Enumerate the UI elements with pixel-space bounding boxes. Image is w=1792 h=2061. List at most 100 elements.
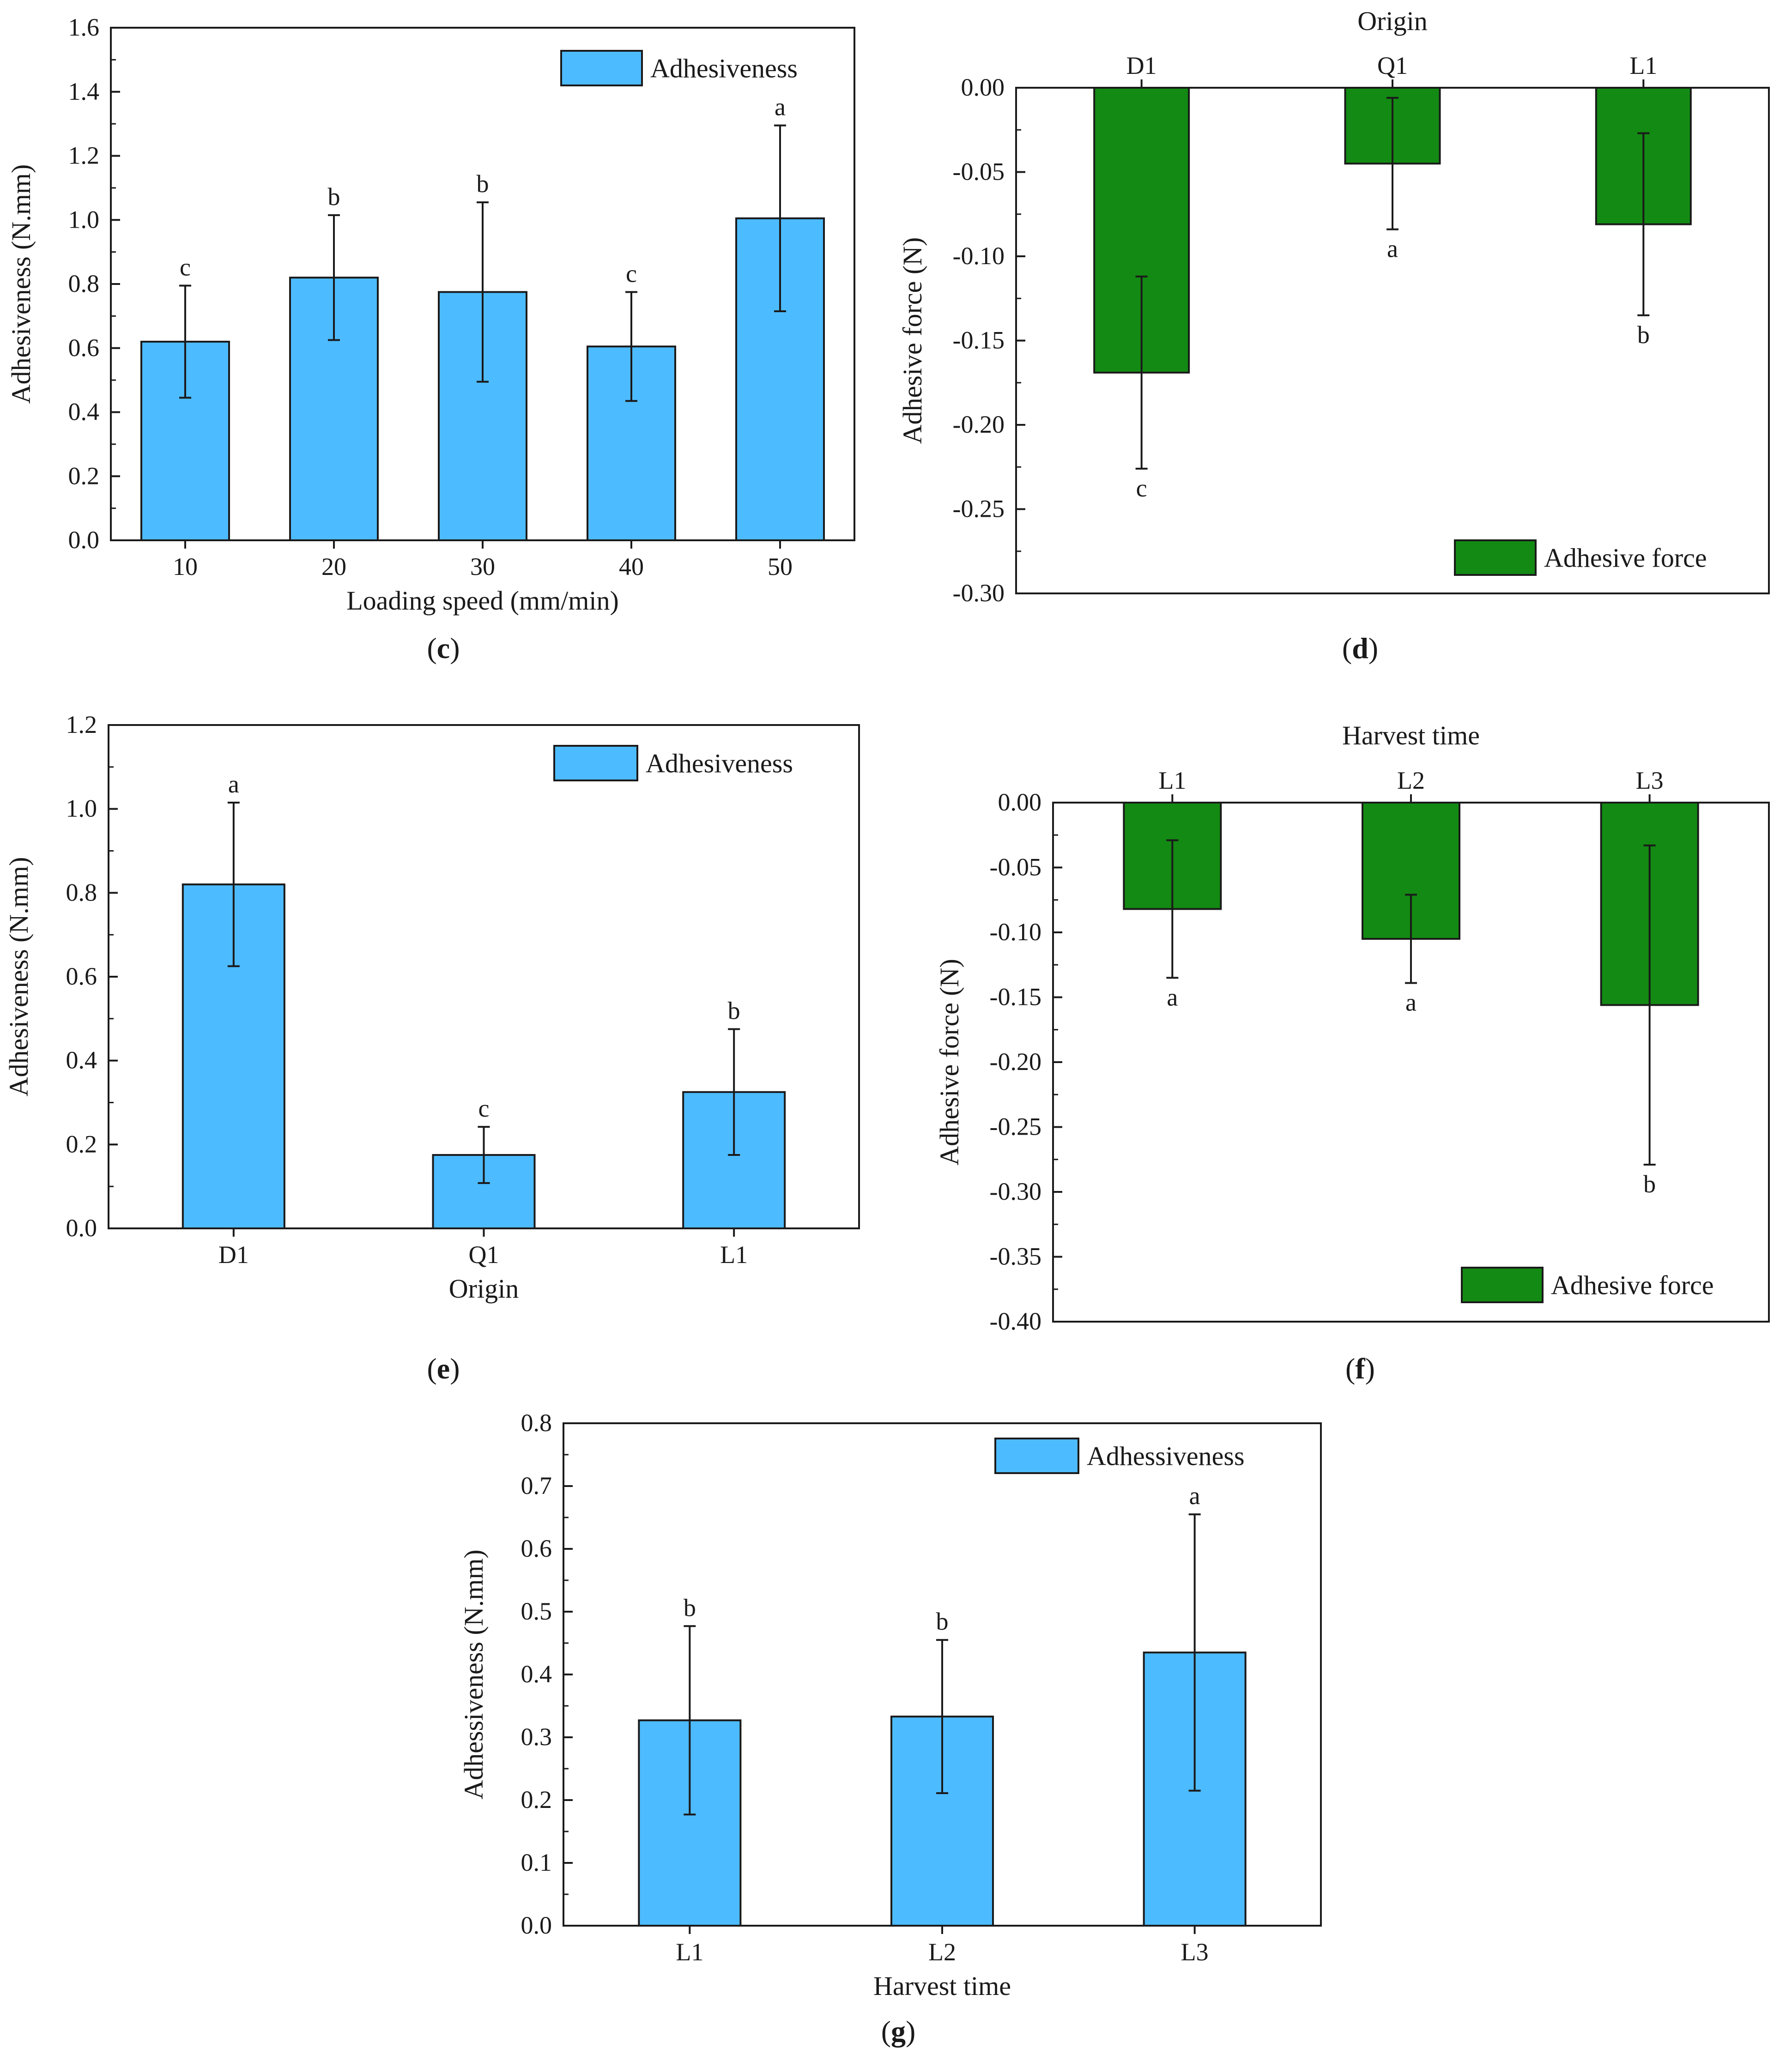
y-tick-label-g-8: 0.8 — [521, 1409, 552, 1437]
x-tick-label-c-1: 20 — [321, 553, 346, 580]
x-tick-label-d-1: Q1 — [1377, 52, 1408, 79]
y-tick-label-c-1: 0.2 — [68, 462, 100, 490]
significance-letter-e-2: b — [728, 997, 740, 1025]
x-tick-label-f-0: L1 — [1158, 767, 1186, 794]
error-bar-d-1 — [1386, 97, 1398, 230]
error-bar-c-3 — [625, 291, 637, 402]
y-tick-label-c-0: 0.0 — [68, 526, 100, 554]
error-bar-c-1 — [328, 214, 340, 341]
error-bar-g-1 — [936, 1639, 948, 1795]
y-tick-label-e-4: 0.8 — [66, 878, 97, 906]
y-tick-label-g-7: 0.7 — [521, 1472, 552, 1499]
legend-e: Adhesiveness — [553, 745, 793, 781]
error-bar-c-4 — [774, 124, 786, 312]
panel-label-g: (g) — [881, 2015, 916, 2048]
legend-swatch-c — [560, 50, 643, 86]
y-tick-label-c-2: 0.4 — [68, 398, 100, 426]
y-tick-label-d-2: -0.10 — [953, 242, 1005, 270]
y-tick-label-g-4: 0.4 — [521, 1660, 552, 1688]
y-axis-title-e: Adhesiveness (N.mm) — [4, 857, 34, 1097]
legend-label-d: Adhesive force — [1544, 543, 1707, 573]
significance-letter-f-1: a — [1405, 989, 1417, 1016]
y-tick-label-g-6: 0.6 — [521, 1535, 552, 1562]
legend-label-g: Adhessiveness — [1087, 1441, 1245, 1471]
x-tick-label-c-3: 40 — [619, 553, 644, 580]
y-tick-label-f-8: -0.40 — [990, 1307, 1041, 1335]
significance-letter-g-1: b — [936, 1608, 949, 1635]
y-axis-title-c: Adhesiveness (N.mm) — [6, 164, 36, 404]
legend-d: Adhesive force — [1454, 539, 1707, 576]
y-tick-label-f-1: -0.05 — [990, 853, 1041, 881]
legend-c: Adhesiveness — [560, 50, 798, 86]
y-tick-label-g-0: 0.0 — [521, 1911, 552, 1939]
significance-letter-g-2: a — [1189, 1482, 1200, 1510]
legend-label-f: Adhesive force — [1551, 1270, 1714, 1300]
y-tick-label-f-7: -0.35 — [990, 1243, 1041, 1270]
x-tick-label-e-2: L1 — [720, 1241, 748, 1269]
significance-letter-c-2: b — [477, 170, 489, 198]
y-tick-label-f-4: -0.20 — [990, 1048, 1041, 1076]
y-tick-label-e-5: 1.0 — [66, 795, 97, 822]
y-tick-label-c-4: 0.8 — [68, 270, 100, 297]
x-tick-label-d-0: D1 — [1126, 52, 1157, 79]
significance-letter-f-0: a — [1167, 983, 1178, 1011]
panel-label-e: (e) — [427, 1352, 460, 1385]
y-tick-label-d-6: -0.30 — [953, 579, 1005, 607]
y-tick-label-g-1: 0.1 — [521, 1849, 552, 1876]
y-tick-label-g-3: 0.3 — [521, 1723, 552, 1751]
x-tick-label-g-0: L1 — [676, 1938, 703, 1966]
y-tick-label-d-4: -0.20 — [953, 411, 1005, 438]
y-tick-label-e-3: 0.6 — [66, 962, 97, 990]
x-axis-title-e: Origin — [449, 1274, 519, 1304]
y-tick-label-c-3: 0.6 — [68, 334, 100, 362]
y-tick-label-c-5: 1.0 — [68, 205, 100, 233]
y-tick-label-f-5: -0.25 — [990, 1113, 1041, 1141]
legend-swatch-f — [1461, 1267, 1544, 1303]
error-bar-d-2 — [1637, 132, 1650, 316]
y-tick-label-f-0: 0.00 — [998, 788, 1042, 816]
chart-panel-f: a a b 0.00 -0.05 -0.10 -0.15 -0.20 -0.25 -0.30 -0.… — [934, 720, 1770, 1385]
chart-panel-d: c a b 0.00 -0.05 -0.10 -0.15 -0.20 -0.25 -0.30 D1 Q… — [897, 6, 1770, 665]
y-tick-label-d-3: -0.15 — [953, 326, 1005, 354]
x-axis-title-g: Harvest time — [873, 1971, 1011, 2001]
x-tick-label-e-0: D1 — [218, 1241, 249, 1269]
y-tick-label-f-2: -0.10 — [990, 918, 1041, 946]
significance-letter-c-0: c — [180, 253, 191, 281]
error-bar-f-1 — [1405, 894, 1417, 984]
significance-letter-g-0: b — [684, 1594, 696, 1621]
legend-label-e: Adhesiveness — [646, 749, 793, 779]
x-tick-label-g-2: L3 — [1181, 1938, 1209, 1966]
x-axis-title-c: Loading speed (mm/min) — [346, 586, 619, 616]
error-bar-d-0 — [1135, 275, 1148, 470]
y-tick-label-e-1: 0.2 — [66, 1130, 97, 1158]
error-bar-f-0 — [1166, 839, 1179, 979]
y-tick-label-d-0: 0.00 — [961, 73, 1005, 101]
x-tick-label-g-1: L2 — [928, 1938, 956, 1966]
y-axis-title-f: Adhesive force (N) — [934, 959, 964, 1166]
y-tick-label-c-8: 1.6 — [68, 13, 100, 41]
x-axis-title-f: Harvest time — [1342, 720, 1480, 750]
panel-label-c: (c) — [427, 632, 460, 665]
y-tick-label-g-2: 0.2 — [521, 1786, 552, 1813]
chart-panel-c: c b b c a 0.0 0.2 0.4 0.6 0.8 1.0 1.2 1.4 1.6 10 20 30 40… — [6, 13, 855, 665]
y-tick-label-g-5: 0.5 — [521, 1597, 552, 1625]
y-axis-title-d: Adhesive force (N) — [897, 237, 927, 444]
error-bar-c-0 — [179, 284, 191, 399]
legend-swatch-g — [994, 1438, 1079, 1474]
y-tick-label-c-6: 1.2 — [68, 142, 100, 169]
x-tick-label-f-2: L3 — [1636, 767, 1664, 794]
significance-letter-c-4: a — [775, 93, 786, 121]
x-tick-label-d-2: L1 — [1629, 52, 1657, 79]
panel-label-f: (f) — [1345, 1352, 1375, 1385]
y-tick-label-e-0: 0.0 — [66, 1214, 97, 1242]
error-bar-f-2 — [1643, 844, 1656, 1166]
significance-letter-e-0: a — [228, 770, 239, 798]
error-bar-g-0 — [684, 1625, 696, 1816]
panel-label-d: (d) — [1342, 632, 1378, 665]
x-tick-label-e-1: Q1 — [469, 1241, 499, 1269]
significance-letter-c-3: c — [626, 260, 637, 287]
error-bar-e-0 — [227, 802, 240, 967]
significance-letter-f-2: b — [1643, 1170, 1656, 1198]
significance-letter-e-1: c — [478, 1094, 490, 1122]
